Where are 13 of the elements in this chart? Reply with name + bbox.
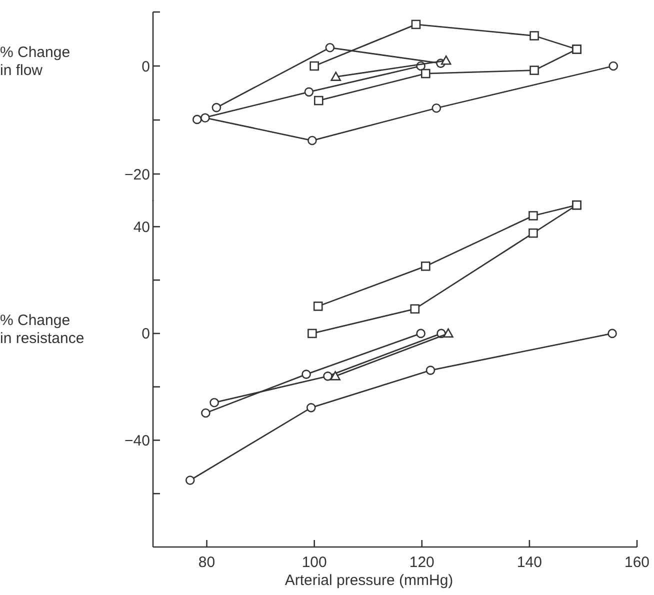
y-tick-label: −20: [124, 166, 150, 184]
x-tick-label: 120: [409, 554, 434, 571]
x-axis-title: Arterial pressure (mmHg): [284, 572, 454, 589]
y-tick-label: 0: [142, 58, 150, 76]
y-tick-label: 40: [133, 218, 150, 236]
y-tick-label: 0: [142, 326, 150, 343]
x-tick-label: 100: [302, 554, 327, 571]
y-axis-title: % Change in flow: [0, 44, 70, 79]
x-tick-label: 140: [516, 554, 542, 571]
x-tick-label: 80: [198, 554, 216, 571]
y-tick-label: −40: [124, 432, 150, 450]
x-tick-label: 160: [624, 554, 650, 571]
y-axis-title: % Change in resistance: [0, 312, 84, 347]
